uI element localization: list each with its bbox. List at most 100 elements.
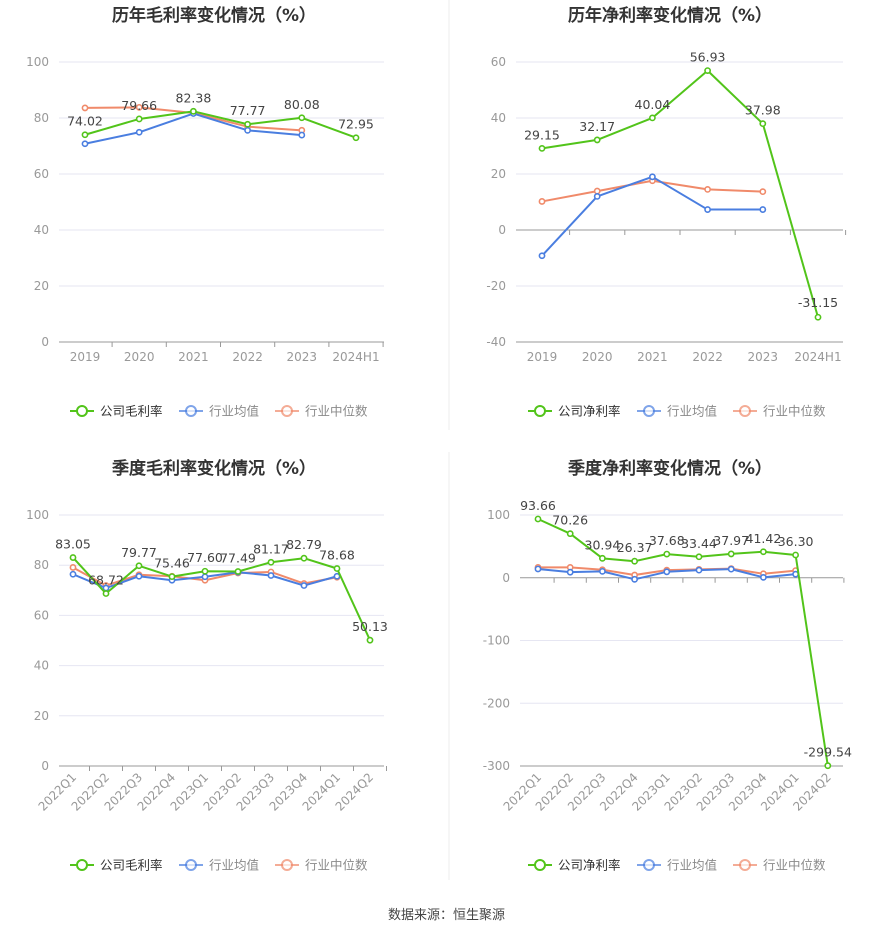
data-point xyxy=(189,107,197,115)
y-tick-label: 40 xyxy=(34,659,49,673)
legend: 公司净利率 行业均值 行业中位数 xyxy=(528,404,826,419)
x-tick-label: 2022 xyxy=(692,350,723,364)
data-point xyxy=(267,572,275,579)
data-label: -299.54 xyxy=(804,745,852,760)
data-point xyxy=(631,557,638,565)
legend-label: 行业中位数 xyxy=(763,404,826,419)
data-point xyxy=(631,575,638,583)
chart-4: 季度净利率变化情况（%）-300-200-10001002022Q12022Q2… xyxy=(483,458,852,873)
data-point xyxy=(201,573,209,581)
data-point xyxy=(102,590,110,597)
legend-marker xyxy=(185,859,197,871)
legend-label: 行业中位数 xyxy=(763,858,826,873)
data-label: 77.49 xyxy=(220,551,256,566)
data-point xyxy=(566,530,574,538)
data-label: 41.42 xyxy=(746,531,782,546)
data-point xyxy=(760,548,767,556)
data-point xyxy=(695,566,703,574)
y-tick-label: 100 xyxy=(26,55,49,69)
y-tick-label: 80 xyxy=(34,558,49,572)
data-label: 83.05 xyxy=(55,537,91,552)
data-label: 74.02 xyxy=(67,114,103,129)
data-label: 40.04 xyxy=(635,97,671,112)
legend-marker xyxy=(739,405,751,417)
data-label: 50.13 xyxy=(352,619,388,634)
data-label: 70.26 xyxy=(552,513,588,528)
data-point xyxy=(760,573,767,581)
chart-title: 季度毛利率变化情况（%） xyxy=(112,458,316,479)
data-point xyxy=(69,554,77,561)
series-line-company xyxy=(537,518,829,766)
legend: 公司净利率 行业均值 行业中位数 xyxy=(528,858,826,873)
data-point xyxy=(135,572,143,580)
chart-3: 季度毛利率变化情况（%）0204060801002022Q12022Q22022… xyxy=(26,458,388,873)
legend-label: 公司毛利率 xyxy=(100,404,163,419)
data-point xyxy=(566,568,574,576)
y-tick-label: 20 xyxy=(34,279,49,293)
data-label: 30.94 xyxy=(585,537,621,552)
data-label: 82.79 xyxy=(286,537,322,552)
data-point xyxy=(234,568,242,575)
y-tick-label: 100 xyxy=(487,508,510,522)
data-point xyxy=(135,128,143,136)
data-point xyxy=(534,515,542,523)
data-label: -31.15 xyxy=(798,295,838,310)
legend-marker xyxy=(643,405,655,417)
series-line-company xyxy=(84,110,357,139)
data-label: 56.93 xyxy=(690,50,726,65)
data-point xyxy=(300,582,308,589)
x-tick-label: 2021 xyxy=(637,350,668,364)
data-point xyxy=(599,554,606,562)
legend-marker xyxy=(739,859,751,871)
y-tick-label: -200 xyxy=(483,696,510,710)
y-tick-label: -300 xyxy=(483,759,510,773)
data-point xyxy=(727,550,735,558)
y-tick-label: 100 xyxy=(26,508,49,522)
data-point xyxy=(267,558,275,566)
data-point xyxy=(352,134,360,142)
x-tick-label: 2019 xyxy=(527,350,558,364)
data-label: 79.66 xyxy=(121,98,157,113)
data-point xyxy=(538,198,546,205)
data-source: 数据来源：恒生聚源 xyxy=(387,908,505,923)
data-point xyxy=(538,144,546,152)
chart-title: 历年净利率变化情况（%） xyxy=(568,5,772,26)
x-tick-label: 2022 xyxy=(232,350,263,364)
data-label: 33.44 xyxy=(681,536,717,551)
legend-marker xyxy=(281,859,293,871)
y-tick-label: 60 xyxy=(491,55,506,69)
y-tick-label: 20 xyxy=(34,709,49,723)
legend-label: 行业中位数 xyxy=(305,858,368,873)
data-point xyxy=(663,550,671,558)
data-point xyxy=(649,173,656,181)
data-label: 26.37 xyxy=(617,540,653,555)
data-point xyxy=(759,120,767,128)
data-point xyxy=(81,131,89,139)
data-label: 32.17 xyxy=(579,119,615,134)
series-line-company xyxy=(541,69,819,318)
legend-marker xyxy=(534,859,546,871)
data-point xyxy=(704,67,711,74)
legend: 公司毛利率 行业均值 行业中位数 xyxy=(70,858,368,873)
legend-label: 行业均值 xyxy=(667,404,717,419)
y-tick-label: 60 xyxy=(34,167,49,181)
data-point xyxy=(534,565,542,573)
y-tick-label: -100 xyxy=(483,634,510,648)
data-point xyxy=(695,553,703,561)
legend: 公司毛利率 行业均值 行业中位数 xyxy=(70,404,368,419)
data-point xyxy=(244,120,251,128)
data-label: 37.68 xyxy=(649,533,685,548)
legend-label: 行业中位数 xyxy=(305,404,368,419)
x-tick-label: 2023 xyxy=(748,350,779,364)
y-tick-label: -40 xyxy=(486,335,506,349)
legend-label: 行业均值 xyxy=(667,858,717,873)
y-tick-label: 0 xyxy=(41,335,49,349)
y-tick-label: 0 xyxy=(498,223,506,237)
data-label: 82.38 xyxy=(176,90,212,105)
data-label: 78.68 xyxy=(319,548,355,563)
data-label: 37.97 xyxy=(713,533,749,548)
y-tick-label: 40 xyxy=(34,223,49,237)
x-tick-label: 2024H1 xyxy=(794,350,841,364)
data-point xyxy=(81,140,89,148)
